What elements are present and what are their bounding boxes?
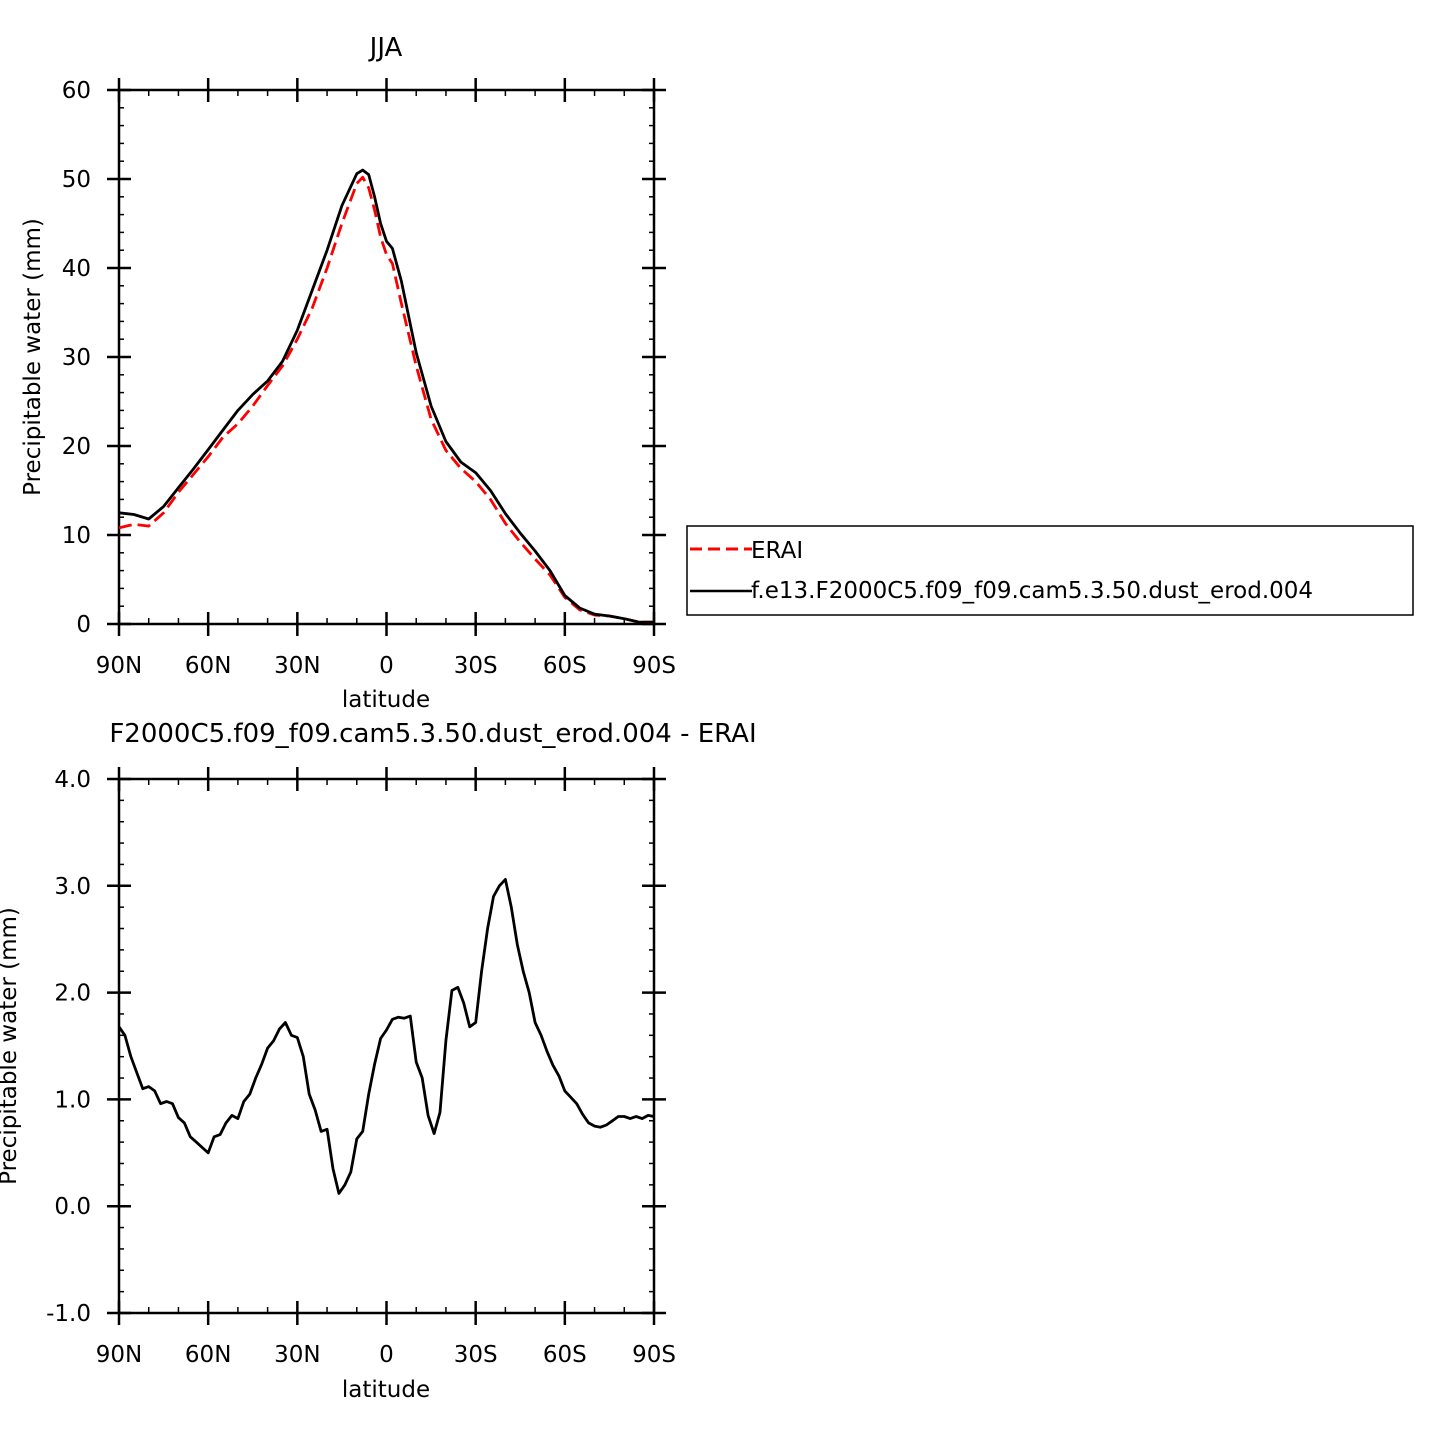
top-y-tick-label: 20 (62, 434, 91, 460)
bottom-y-tick-label: 3.0 (54, 874, 91, 900)
top-series-line-erai (118, 175, 654, 624)
bottom-chart-title: F2000C5.f09_f09.cam5.3.50.dust_erod.004 … (109, 719, 756, 749)
bottom-x-tick-label: 90S (632, 1342, 676, 1368)
top-chart-y-axis-label: Precipitable water (mm) (20, 218, 46, 496)
top-chart-x-axis-label: latitude (342, 687, 430, 713)
top-y-tick-label: 60 (62, 78, 91, 104)
bottom-x-tick-label: 60N (185, 1342, 231, 1368)
top-x-tick-label: 30N (274, 653, 320, 679)
bottom-y-tick-label: 0.0 (54, 1194, 91, 1220)
bottom-y-tick-label: -1.0 (46, 1301, 91, 1327)
bottom-chart-y-axis-label: Precipitable water (mm) (0, 907, 22, 1185)
top-y-tick-label: 10 (62, 523, 91, 549)
bottom-chart-x-axis-label: latitude (342, 1377, 430, 1403)
legend-box (686, 525, 1414, 616)
bottom-x-tick-label: 0 (379, 1342, 394, 1368)
bottom-y-tick-label: 1.0 (54, 1087, 91, 1113)
bottom-x-tick-label: 60S (543, 1342, 587, 1368)
top-x-tick-label: 30S (454, 653, 498, 679)
top-y-tick-label: 0 (76, 612, 91, 638)
bottom-y-tick-label: 4.0 (54, 767, 91, 793)
bottom-x-tick-label: 30N (274, 1342, 320, 1368)
bottom-x-tick-label: 90N (96, 1342, 142, 1368)
top-x-tick-label: 90N (96, 653, 142, 679)
top-y-tick-label: 40 (62, 256, 91, 282)
bottom-y-tick-label: 2.0 (54, 981, 91, 1007)
bottom-plot-frame (117, 777, 656, 1315)
top-series-line-f-e13-f2000c5-f09-f09-cam5-3-50-dust-erod-004 (118, 168, 654, 624)
top-x-tick-label: 60S (543, 653, 587, 679)
top-x-tick-label: 0 (379, 653, 394, 679)
top-y-tick-label: 50 (62, 167, 91, 193)
top-x-tick-label: 60N (185, 653, 231, 679)
legend: ERAI f.e13.F2000C5.f09_f09.cam5.3.50.dus… (686, 525, 1414, 616)
top-chart-title: JJA (368, 33, 403, 63)
top-plot-frame (117, 88, 656, 626)
legend-erai-label: ERAI (751, 538, 803, 564)
bottom-x-tick-label: 30S (454, 1342, 498, 1368)
bottom-series-line-0 (117, 878, 655, 1195)
top-x-tick-label: 90S (632, 653, 676, 679)
top-y-tick-label: 30 (62, 345, 91, 371)
top-chart: 0 10 20 30 40 50 60 90N 60N 30N 0 30S 60S 90S (62, 78, 676, 679)
bottom-chart: -1.0 0.0 1.0 2.0 3.0 4.0 90N 60N 30N 0 30S 60S 90S (46, 767, 676, 1368)
legend-model-label: f.e13.F2000C5.f09_f09.cam5.3.50.dust_ero… (751, 578, 1313, 604)
